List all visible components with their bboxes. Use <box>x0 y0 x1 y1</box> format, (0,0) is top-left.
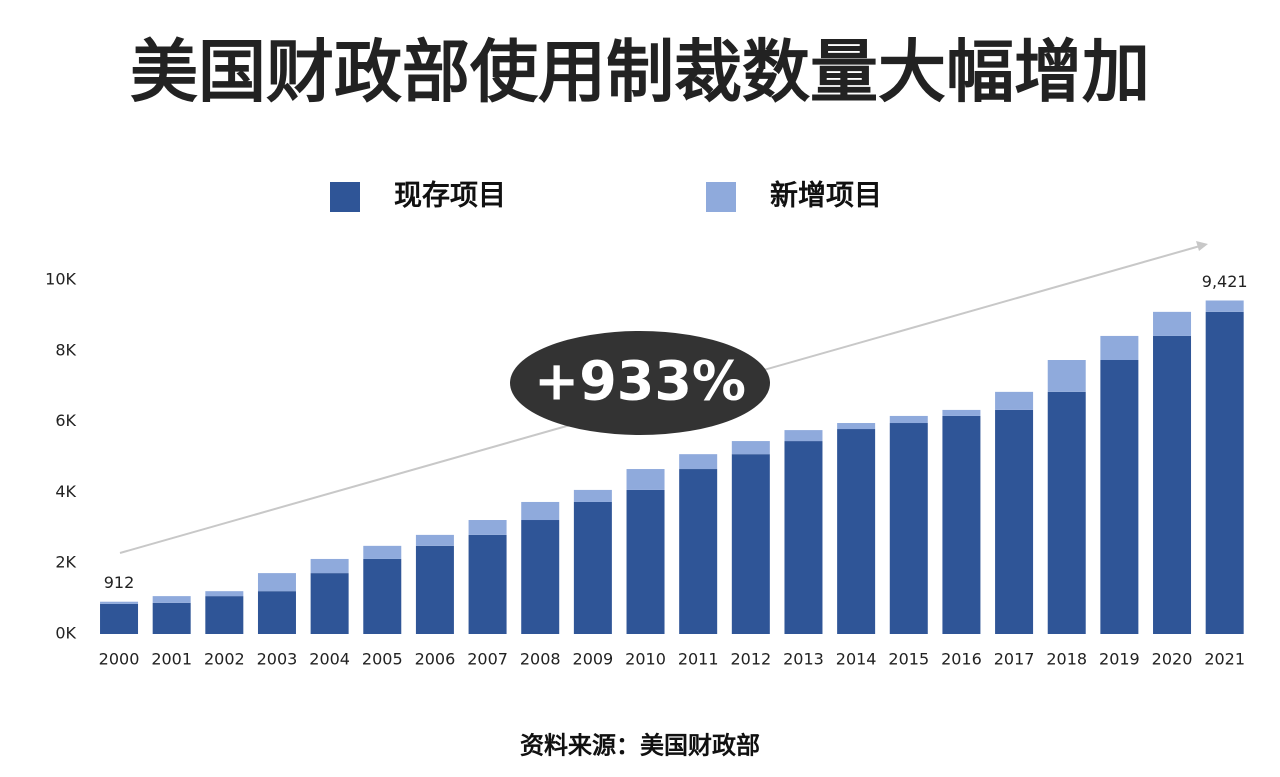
y-tick-label: 2K <box>55 553 76 572</box>
bar-segment <box>889 423 928 634</box>
x-tick-label: 2020 <box>1152 650 1193 669</box>
x-tick-label: 2019 <box>1099 650 1140 669</box>
annotation-bubble <box>510 331 770 435</box>
legend-swatch <box>330 182 360 212</box>
legend-label: 现存项目 <box>394 179 506 212</box>
y-tick-label: 0K <box>55 624 76 643</box>
bar-segment <box>468 534 507 634</box>
bar-segment <box>679 469 718 634</box>
total-label: 9,421 <box>1202 272 1248 291</box>
bar-segment <box>731 441 770 455</box>
bar-segment <box>100 603 139 634</box>
x-tick-label: 2014 <box>836 650 877 669</box>
x-tick-label: 2012 <box>730 650 771 669</box>
annotation: +933% <box>534 350 746 413</box>
total-label: 912 <box>104 573 135 592</box>
bar-segment <box>626 489 665 634</box>
source: 资料来源：美国财政部 <box>520 731 760 760</box>
x-tick-label: 2005 <box>362 650 403 669</box>
bar-segment <box>995 391 1034 410</box>
x-tick-label: 2018 <box>1046 650 1087 669</box>
bar-segment <box>1100 360 1139 634</box>
x-tick-label: 2006 <box>415 650 456 669</box>
bar-segment <box>257 591 296 634</box>
bar-segment <box>1047 360 1086 392</box>
bar-segment <box>363 545 402 559</box>
x-tick-label: 2003 <box>257 650 298 669</box>
bar-segment <box>837 423 876 430</box>
bar-segment <box>889 415 928 424</box>
x-tick-label: 2011 <box>678 650 719 669</box>
arrow-head <box>1196 241 1208 251</box>
bar-segment <box>731 454 770 634</box>
bar-segment <box>415 534 454 546</box>
bar-segment <box>942 415 981 634</box>
x-tick-label: 2016 <box>941 650 982 669</box>
chart-title: 美国财政部使用制裁数量大幅增加 <box>130 33 1150 113</box>
bar-segment <box>205 596 244 634</box>
bar-segment <box>942 409 981 416</box>
bar-segment <box>152 602 191 634</box>
bar-segment <box>626 469 665 490</box>
bar-segment <box>521 520 560 634</box>
bar-segment <box>1153 311 1192 336</box>
bar-segment <box>784 441 823 634</box>
bar-segment <box>205 591 244 597</box>
plot: 0K 2K 4K 6K 8K 10K 现存项目 新增项目 2000 2001 2002 2003 200… <box>45 179 1247 669</box>
bar-segment <box>573 489 612 502</box>
bar-segment <box>1100 335 1139 361</box>
bar-segment <box>995 409 1034 634</box>
x-tick-label: 2017 <box>994 650 1035 669</box>
bar-segment <box>310 558 349 574</box>
x-tick-label: 2007 <box>467 650 508 669</box>
bar-segment <box>1205 300 1244 312</box>
y-tick-label: 8K <box>55 340 76 359</box>
bar-segment <box>415 545 454 634</box>
bar-segment <box>363 558 402 634</box>
bar-segment <box>257 573 296 592</box>
x-tick-label: 2000 <box>99 650 140 669</box>
x-tick-label: 2004 <box>309 650 350 669</box>
bar-segment <box>1205 311 1244 634</box>
bar-segment <box>1153 335 1192 634</box>
bar-segment <box>1047 391 1086 634</box>
x-tick-label: 2009 <box>573 650 614 669</box>
legend-swatch <box>706 182 736 212</box>
x-tick-label: 2010 <box>625 650 666 669</box>
y-tick-label: 6K <box>55 411 76 430</box>
bar-segment <box>837 429 876 634</box>
x-tick-label: 2013 <box>783 650 824 669</box>
x-tick-label: 2001 <box>151 650 192 669</box>
x-tick-label: 2002 <box>204 650 245 669</box>
x-tick-label: 2015 <box>888 650 929 669</box>
y-tick-label: 4K <box>55 482 76 501</box>
bar-segment <box>468 520 507 535</box>
x-tick-label: 2021 <box>1204 650 1245 669</box>
y-tick-label: 10K <box>45 270 76 289</box>
bar-segment <box>152 596 191 603</box>
legend-label: 新增项目 <box>770 179 882 212</box>
x-tick-label: 2008 <box>520 650 561 669</box>
bar-segment <box>521 501 560 521</box>
bar-segment <box>784 430 823 442</box>
bar-segment <box>573 501 612 634</box>
bar-segment <box>100 601 139 604</box>
bar-segment <box>310 573 349 634</box>
bar-segment <box>679 454 718 470</box>
